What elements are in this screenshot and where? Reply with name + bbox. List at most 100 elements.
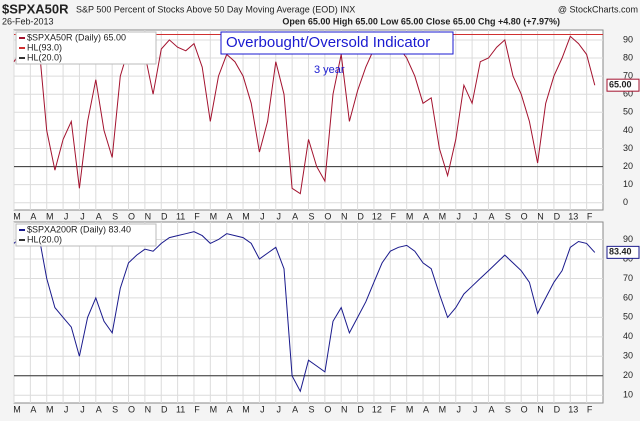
y-tick-label: 20 xyxy=(623,161,633,171)
x-tick-label: D xyxy=(554,404,561,414)
x-tick-label: F xyxy=(391,211,397,221)
x-tick-label: S xyxy=(112,211,118,221)
x-tick-label: A xyxy=(30,404,36,414)
x-tick-label: M xyxy=(13,211,21,221)
annotation-box xyxy=(220,31,454,55)
y-tick-label: 30 xyxy=(623,143,633,153)
x-tick-label: M xyxy=(210,404,218,414)
x-tick-label: M xyxy=(439,211,447,221)
y-tick-label: 90 xyxy=(623,34,633,44)
x-tick-label: O xyxy=(128,404,135,414)
x-tick-label: J xyxy=(260,211,265,221)
value-tag: 65.00 xyxy=(609,80,632,90)
x-tick-label: A xyxy=(423,211,429,221)
x-tick-label: J xyxy=(277,211,282,221)
x-tick-label: D xyxy=(161,404,168,414)
x-tick-label: 12 xyxy=(372,211,382,221)
x-tick-label: N xyxy=(145,211,152,221)
x-tick-label: J xyxy=(473,404,478,414)
x-tick-label: J xyxy=(64,211,69,221)
x-tick-label: S xyxy=(505,211,511,221)
x-tick-label: 13 xyxy=(568,211,578,221)
x-tick-label: A xyxy=(292,211,298,221)
y-tick-label: 70 xyxy=(623,273,633,283)
legend-box xyxy=(15,223,157,247)
x-tick-label: O xyxy=(521,404,528,414)
x-tick-label: S xyxy=(308,211,314,221)
x-tick-label: M xyxy=(210,211,218,221)
y-tick-label: 40 xyxy=(623,331,633,341)
y-tick-label: 70 xyxy=(623,71,633,81)
x-tick-label: J xyxy=(64,404,69,414)
x-tick-label: F xyxy=(194,404,200,414)
x-tick-label: J xyxy=(457,211,462,221)
y-tick-label: 60 xyxy=(623,292,633,302)
source: @ StockCharts.com xyxy=(558,4,638,14)
x-tick-label: A xyxy=(96,404,102,414)
y-tick-label: 10 xyxy=(623,179,633,189)
x-tick-label: D xyxy=(161,211,168,221)
y-tick-label: 40 xyxy=(623,125,633,135)
date: 26-Feb-2013 xyxy=(2,16,54,26)
x-tick-label: N xyxy=(537,211,544,221)
x-tick-label: 12 xyxy=(372,404,382,414)
value-tag: 83.40 xyxy=(609,247,632,257)
x-tick-label: A xyxy=(423,404,429,414)
annotation: Overbought/Oversold Indicator xyxy=(226,34,430,51)
y-tick-label: 50 xyxy=(623,107,633,117)
x-tick-label: J xyxy=(277,404,282,414)
symbol: $SPXA50R xyxy=(2,1,69,16)
x-tick-label: M xyxy=(242,404,250,414)
x-tick-label: F xyxy=(391,404,397,414)
x-tick-label: N xyxy=(145,404,152,414)
y-tick-label: 90 xyxy=(623,234,633,244)
x-tick-label: M xyxy=(13,404,21,414)
x-tick-label: 11 xyxy=(176,404,185,414)
x-tick-label: D xyxy=(554,211,561,221)
y-tick-label: 50 xyxy=(623,312,633,322)
y-tick-label: 0 xyxy=(623,197,628,207)
annotation: 3 year xyxy=(314,64,345,76)
x-tick-label: M xyxy=(242,211,250,221)
x-tick-label: J xyxy=(80,404,85,414)
x-tick-label: N xyxy=(537,404,544,414)
x-tick-label: 11 xyxy=(176,211,185,221)
x-tick-label: O xyxy=(128,211,135,221)
x-tick-label: J xyxy=(80,211,85,221)
x-tick-label: D xyxy=(357,404,364,414)
value-tag-box xyxy=(606,78,640,92)
y-tick-label: 80 xyxy=(623,52,633,62)
legend-label: $SPXA50R (Daily) 65.00 xyxy=(27,32,126,42)
x-tick-label: F xyxy=(587,211,593,221)
description: S&P 500 Percent of Stocks Above 50 Day M… xyxy=(76,4,355,14)
x-tick-label: J xyxy=(260,404,265,414)
x-tick-label: A xyxy=(292,404,298,414)
x-tick-label: A xyxy=(488,211,494,221)
y-tick-label: 60 xyxy=(623,89,633,99)
quote: Open 65.00 High 65.00 Low 65.00 Close 65… xyxy=(282,16,560,26)
y-tick-label: 10 xyxy=(623,390,633,400)
x-tick-label: M xyxy=(46,404,54,414)
x-tick-label: J xyxy=(473,211,478,221)
x-tick-label: M xyxy=(439,404,447,414)
legend-label: HL(20.0) xyxy=(27,52,62,62)
legend-label: HL(93.0) xyxy=(27,42,62,52)
x-tick-label: O xyxy=(324,211,331,221)
x-tick-label: M xyxy=(406,404,414,414)
x-tick-label: S xyxy=(308,404,314,414)
x-tick-label: J xyxy=(457,404,462,414)
x-tick-label: A xyxy=(488,404,494,414)
x-tick-label: A xyxy=(30,211,36,221)
x-tick-label: D xyxy=(357,211,364,221)
x-tick-label: A xyxy=(227,211,233,221)
data-line xyxy=(13,231,596,393)
x-tick-label: O xyxy=(521,211,528,221)
value-tag-box xyxy=(606,245,640,259)
x-tick-label: A xyxy=(227,404,233,414)
x-tick-label: N xyxy=(341,404,348,414)
legend-box xyxy=(15,31,157,65)
y-tick-label: 20 xyxy=(623,370,633,380)
x-tick-label: N xyxy=(341,211,348,221)
x-tick-label: M xyxy=(46,211,54,221)
